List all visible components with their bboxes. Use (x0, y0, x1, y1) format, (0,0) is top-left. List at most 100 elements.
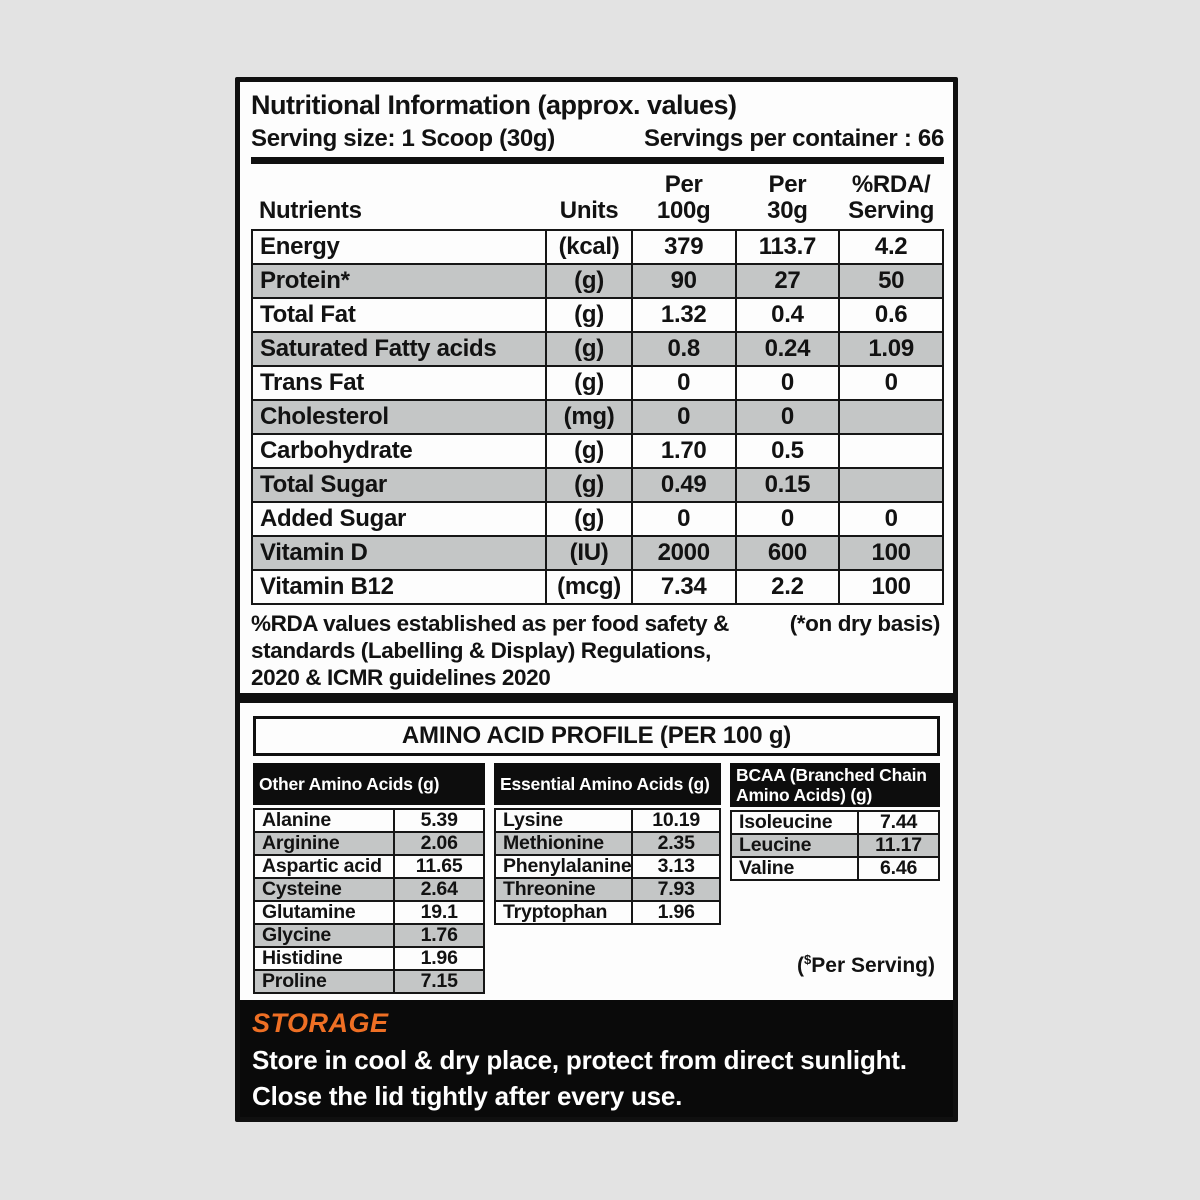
note-prefix: ( (797, 954, 805, 977)
nutrient-name-cell: Cholesterol (250, 399, 548, 435)
amino-group: BCAA (Branched Chain Amino Acids) (g) Iso… (729, 763, 940, 994)
amino-group-header: BCAA (Branched Chain Amino Acids) (g) (730, 763, 940, 807)
nutrition-table-head: Nutrients Units Per 100g Per 30g %RDA/ S… (252, 164, 943, 230)
per-100g-cell: 2000 (630, 535, 737, 571)
col-header-per-100g: Per 100g (656, 171, 711, 224)
rda-serving-cell: 0.6 (838, 297, 944, 333)
serving-row: Serving size: 1 Scoop (30g) Servings per… (251, 124, 944, 154)
amino-row: Isoleucine 7.44 (729, 810, 940, 835)
units-cell: (g) (545, 263, 633, 299)
rda-serving-cell (838, 467, 944, 503)
rda-serving-cell: 4.2 (838, 229, 944, 265)
per-30g-cell: 0.15 (734, 467, 841, 503)
units-cell: (kcal) (545, 229, 633, 265)
amino-value-cell: 1.76 (393, 923, 485, 948)
amino-value-cell: 7.93 (631, 877, 721, 902)
amino-name-cell: Valine (729, 856, 860, 881)
per-100g-cell: 0 (630, 501, 737, 537)
units-cell: (mg) (545, 399, 633, 435)
nutrient-name-cell: Carbohydrate (250, 433, 548, 469)
per-30g-cell: 600 (734, 535, 841, 571)
amino-profile-title: AMINO ACID PROFILE (PER 100 g) (253, 716, 940, 756)
nutrient-name-cell: Trans Fat (250, 365, 548, 401)
nutrient-name-cell: Energy (250, 229, 548, 265)
amino-acid-profile-section: AMINO ACID PROFILE (PER 100 g) Other Ami… (240, 703, 953, 1000)
nutrient-row: Added Sugar (g) 0 0 0 (250, 501, 944, 537)
nutrition-facts-section: Nutritional Information (approx. values)… (240, 82, 953, 693)
amino-group-header: Other Amino Acids (g) (253, 763, 485, 805)
nutrient-row: Total Sugar (g) 0.49 0.15 (250, 467, 944, 503)
per-serving-note: ($Per Serving) (797, 952, 935, 978)
rda-serving-cell: 50 (838, 263, 944, 299)
amino-row: Arginine 2.06 (252, 831, 485, 856)
rda-serving-cell (838, 433, 944, 469)
nutrient-row: Protein* (g) 90 27 50 (250, 263, 944, 299)
col-header-rda-serving: %RDA/ Serving (848, 171, 935, 224)
rda-serving-cell (838, 399, 944, 435)
per-30g-cell: 0.24 (734, 331, 841, 367)
amino-row: Histidine 1.96 (252, 946, 485, 971)
per-100g-cell: 1.70 (630, 433, 737, 469)
amino-value-cell: 7.15 (393, 969, 485, 994)
amino-name-cell: Glycine (252, 923, 396, 948)
units-cell: (g) (545, 501, 633, 537)
amino-name-cell: Histidine (252, 946, 396, 971)
units-cell: (g) (545, 433, 633, 469)
amino-value-cell: 3.13 (631, 854, 721, 879)
amino-row: Valine 6.46 (729, 856, 940, 881)
amino-row: Glycine 1.76 (252, 923, 485, 948)
col-header-per-30g: Per 30g (767, 171, 808, 224)
nutrient-row: Trans Fat (g) 0 0 0 (250, 365, 944, 401)
per-100g-cell: 379 (630, 229, 737, 265)
rda-serving-cell: 100 (838, 569, 944, 605)
per-30g-cell: 2.2 (734, 569, 841, 605)
amino-row: Alanine 5.39 (252, 808, 485, 833)
per-100g-cell: 90 (630, 263, 737, 299)
note-superscript: $ (804, 952, 812, 967)
footnote-row: %RDA values established as per food safe… (251, 610, 944, 691)
amino-name-cell: Tryptophan (493, 900, 634, 925)
amino-row: Leucine 11.17 (729, 833, 940, 858)
note-rest: Per Serving) (811, 954, 935, 977)
per-30g-cell: 0 (734, 365, 841, 401)
per-100g-cell: 0 (630, 399, 737, 435)
nutrient-row: Energy (kcal) 379 113.7 4.2 (250, 229, 944, 265)
header-divider-rule (251, 157, 944, 164)
amino-value-cell: 2.35 (631, 831, 721, 856)
per-30g-cell: 27 (734, 263, 841, 299)
nutrition-header-row: Nutrients Units Per 100g Per 30g %RDA/ S… (252, 164, 943, 230)
amino-group-table: Alanine 5.39 Arginine 2.06 Aspartic acid 11.6… (252, 808, 485, 994)
nutrient-row: Carbohydrate (g) 1.70 0.5 (250, 433, 944, 469)
rda-footnote: %RDA values established as per food safe… (251, 611, 729, 690)
storage-title: STORAGE (252, 1008, 389, 1038)
dry-basis-note: (*on dry basis) (789, 611, 941, 636)
amino-group: Other Amino Acids (g) Alanine 5.39 Arginine… (252, 763, 485, 994)
per-30g-cell: 113.7 (734, 229, 841, 265)
per-30g-cell: 0.5 (734, 433, 841, 469)
nutrient-row: Vitamin D (IU) 2000 600 100 (250, 535, 944, 571)
units-cell: (g) (545, 297, 633, 333)
amino-name-cell: Aspartic acid (252, 854, 396, 879)
col-header-nutrients: Nutrients (259, 197, 362, 224)
nutrient-name-cell: Total Fat (250, 297, 548, 333)
serving-size-text: Serving size: 1 Scoop (30g) (251, 125, 555, 152)
nutrition-label: Nutritional Information (approx. values)… (235, 77, 958, 1122)
per-100g-cell: 7.34 (630, 569, 737, 605)
amino-group-header: Essential Amino Acids (g) (494, 763, 721, 805)
amino-value-cell: 10.19 (631, 808, 721, 833)
amino-row: Aspartic acid 11.65 (252, 854, 485, 879)
rda-serving-cell: 0 (838, 365, 944, 401)
amino-value-cell: 11.17 (857, 833, 940, 858)
storage-line-2: Close the lid tightly after every use. (252, 1081, 683, 1111)
nutrient-row: Cholesterol (mg) 0 0 (250, 399, 944, 435)
per-100g-cell: 1.32 (630, 297, 737, 333)
amino-name-cell: Leucine (729, 833, 860, 858)
storage-section: STORAGE Store in cool & dry place, prote… (240, 1000, 953, 1117)
per-30g-cell: 0 (734, 399, 841, 435)
amino-value-cell: 1.96 (393, 946, 485, 971)
rda-serving-cell: 0 (838, 501, 944, 537)
amino-row: Tryptophan 1.96 (493, 900, 721, 925)
amino-name-cell: Proline (252, 969, 396, 994)
nutrient-name-cell: Protein* (250, 263, 548, 299)
per-100g-cell: 0.8 (630, 331, 737, 367)
